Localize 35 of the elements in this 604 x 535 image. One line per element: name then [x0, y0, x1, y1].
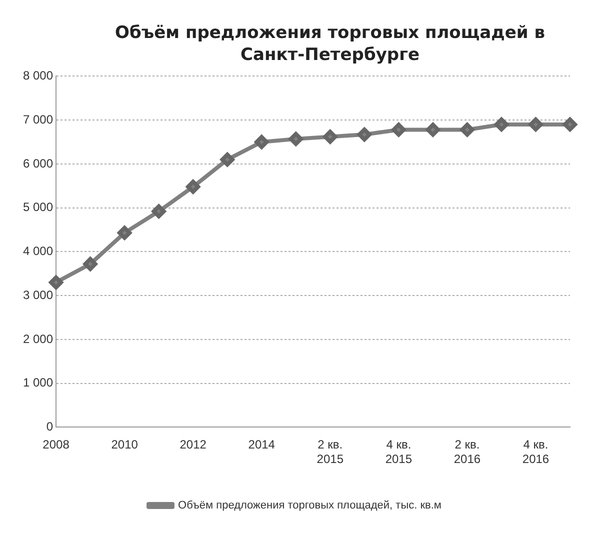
- y-tick-label: 6 000: [23, 156, 54, 170]
- y-tick-label: 3 000: [23, 288, 54, 302]
- y-tick-label: 8 000: [23, 68, 54, 83]
- point: [357, 128, 372, 142]
- chart-title: Объём предложения торговых площадей в Санкт-Петербурге: [114, 22, 546, 66]
- y-tick-label: 5 000: [23, 200, 54, 214]
- point: [494, 117, 508, 132]
- x-tick-label: 2 кв. 2016: [454, 438, 481, 466]
- point: [254, 135, 269, 150]
- y-tick-label: 1 000: [23, 376, 54, 390]
- x-tick-label: 2010: [111, 438, 138, 452]
- x-tick-label: 2 кв. 2015: [316, 438, 344, 466]
- point: [460, 122, 474, 137]
- point: [288, 132, 303, 146]
- y-tick-label: 7 000: [23, 112, 54, 126]
- point: [49, 275, 64, 290]
- x-tick-label: 4 кв. 2016: [522, 438, 550, 466]
- point: [152, 204, 166, 218]
- y-tick-label: 2 000: [23, 332, 54, 346]
- point: [426, 122, 440, 137]
- point: [118, 226, 132, 240]
- x-tick-label: 4 кв. 2015: [385, 438, 412, 466]
- point: [83, 256, 98, 271]
- x-tick-label: 2008: [42, 438, 70, 452]
- point: [220, 152, 234, 167]
- y-tick-label: 4 000: [23, 244, 54, 258]
- x-tick-label: 2014: [248, 438, 276, 452]
- x-tick-label: 2012: [180, 438, 207, 452]
- point: [528, 117, 543, 132]
- point: [323, 130, 338, 144]
- point: [392, 122, 406, 137]
- legend-label: Объём предложения торговых площадей, тыс. кв.м: [178, 500, 442, 512]
- y-tick-label: 0: [46, 420, 54, 434]
- point: [563, 117, 577, 132]
- point: [186, 180, 200, 194]
